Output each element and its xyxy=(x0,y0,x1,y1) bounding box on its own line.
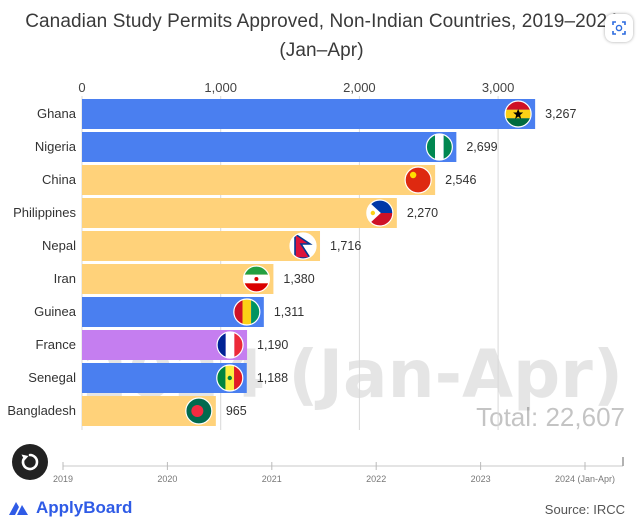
value-label: 2,270 xyxy=(407,206,438,220)
source-label: Source: IRCC xyxy=(544,502,625,517)
senegal-flag-icon xyxy=(216,365,243,391)
replay-icon xyxy=(21,453,39,471)
france-flag-icon xyxy=(217,332,244,358)
category-label: France xyxy=(36,337,76,352)
china-flag-icon xyxy=(405,167,432,193)
philippines-flag-icon xyxy=(366,200,393,226)
value-label: 3,267 xyxy=(545,107,576,121)
value-label: 1,380 xyxy=(283,272,314,286)
bar-row-france: France 1,190 xyxy=(36,330,288,360)
category-label: Bangladesh xyxy=(7,403,76,418)
x-tick-label: 3,000 xyxy=(482,80,515,95)
timeline-label: 2024 (Jan-Apr) xyxy=(555,474,615,484)
category-label: Ghana xyxy=(37,106,77,121)
bar-iran xyxy=(82,264,274,294)
ghana-flag-icon xyxy=(505,101,532,127)
applyboard-logo-icon xyxy=(9,502,28,515)
iran-flag-icon xyxy=(243,266,270,292)
timeline-label: 2022 xyxy=(366,474,386,484)
lens-button[interactable] xyxy=(605,14,633,42)
bar-row-philippines: Philippines 2,270 xyxy=(13,198,438,228)
x-tick-label: 0 xyxy=(78,80,85,95)
value-label: 965 xyxy=(226,404,247,418)
bar-row-nepal: Nepal 1,716 xyxy=(42,231,361,261)
bar-row-senegal: Senegal 1,188 xyxy=(28,363,288,393)
bar-row-ghana: Ghana 3,267 xyxy=(37,99,576,129)
timeline-label: 2019 xyxy=(53,474,73,484)
category-label: Iran xyxy=(54,271,76,286)
value-label: 1,188 xyxy=(257,371,288,385)
bar-china xyxy=(82,165,436,195)
category-label: Senegal xyxy=(28,370,76,385)
timeline-label: 2021 xyxy=(262,474,282,484)
bar-row-iran: Iran 1,380 xyxy=(54,264,315,294)
bar-nigeria xyxy=(82,132,457,162)
bar-nepal xyxy=(82,231,321,261)
bangladesh-flag-icon xyxy=(185,398,212,424)
chart-title: Canadian Study Permits Approved, Non-Ind… xyxy=(25,11,618,32)
timeline-label: 2023 xyxy=(471,474,491,484)
value-label: 1,716 xyxy=(330,239,361,253)
value-label: 1,311 xyxy=(274,305,304,319)
x-tick-label: 1,000 xyxy=(204,80,237,95)
bar-row-nigeria: Nigeria 2,699 xyxy=(35,132,498,162)
value-label: 2,546 xyxy=(445,173,476,187)
timeline-label: 2020 xyxy=(157,474,177,484)
value-label: 2,699 xyxy=(466,140,497,154)
chart-subtitle: (Jan–Apr) xyxy=(279,40,364,61)
replay-button[interactable] xyxy=(12,444,48,480)
bar-row-china: China 2,546 xyxy=(42,165,476,195)
category-label: China xyxy=(42,172,77,187)
brand-name: ApplyBoard xyxy=(36,498,133,517)
bar-row-guinea: Guinea 1,311 xyxy=(34,297,304,327)
bar-row-bangladesh: Bangladesh 965 xyxy=(7,396,247,426)
value-label: 1,190 xyxy=(257,338,288,352)
nigeria-flag-icon xyxy=(426,134,453,160)
brand[interactable]: ApplyBoard xyxy=(6,498,132,518)
bar-ghana xyxy=(82,99,536,129)
category-label: Nepal xyxy=(42,238,76,253)
category-label: Guinea xyxy=(34,304,77,319)
bar-philippines xyxy=(82,198,397,228)
lens-icon xyxy=(612,21,626,35)
nepal-flag-icon xyxy=(290,233,317,259)
total-label: Total: 22,607 xyxy=(476,402,625,432)
guinea-flag-icon xyxy=(233,299,260,325)
x-tick-label: 2,000 xyxy=(343,80,376,95)
category-label: Nigeria xyxy=(35,139,77,154)
category-label: Philippines xyxy=(13,205,76,220)
